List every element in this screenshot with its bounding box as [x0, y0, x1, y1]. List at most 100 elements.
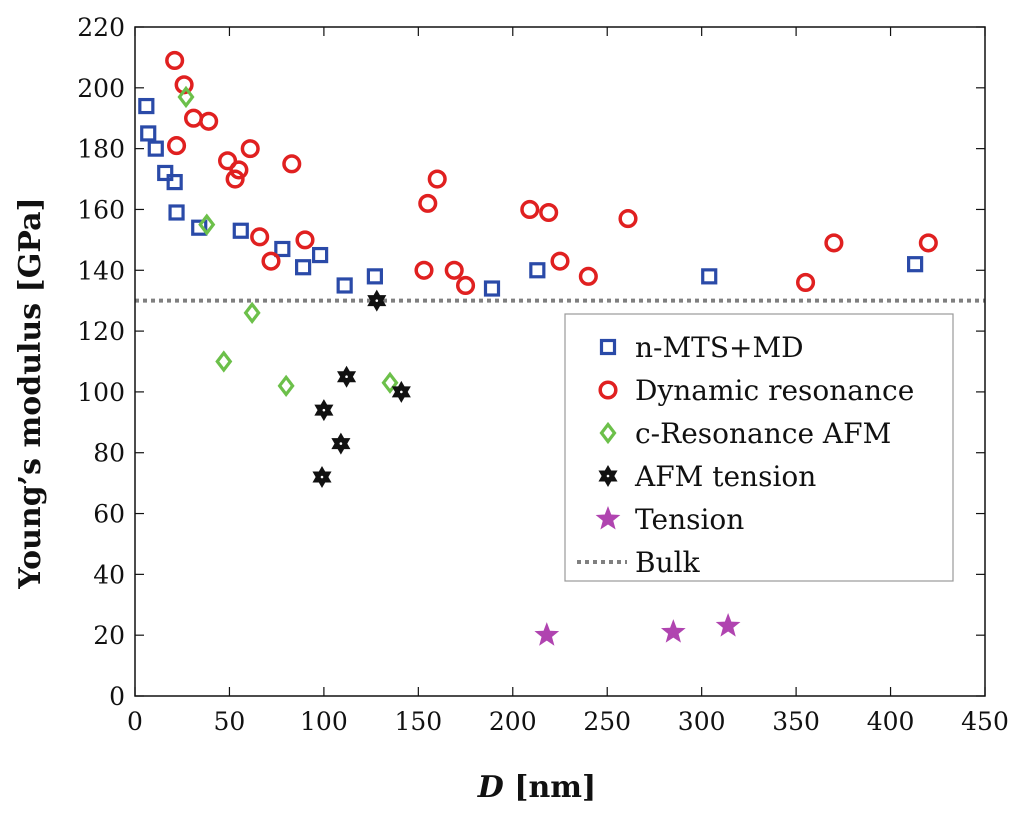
data-point — [147, 140, 164, 157]
legend-marker — [598, 465, 618, 487]
y-tick-label: 160 — [77, 195, 125, 224]
x-tick-label: 250 — [583, 707, 631, 736]
data-point — [456, 275, 476, 296]
data-point — [225, 169, 245, 189]
y-tick-label: 220 — [77, 13, 125, 42]
x-tick-label: 0 — [127, 707, 143, 736]
x-tick-label: 150 — [394, 707, 442, 736]
legend-marker — [599, 421, 617, 445]
data-point — [539, 202, 559, 223]
data-point — [534, 622, 560, 646]
data-point — [314, 399, 334, 422]
data-point — [138, 97, 155, 115]
data-point — [177, 85, 195, 109]
data-point — [199, 111, 219, 131]
data-point — [381, 371, 399, 394]
data-point — [191, 219, 208, 236]
axis-ticks: 0 50 100 150 200 250 300 350 400 450 0 20 40 60 80 100 1… — [77, 13, 1009, 736]
data-point — [331, 432, 351, 455]
data-point — [295, 259, 312, 276]
y-tick-label: 40 — [93, 560, 125, 589]
data-point — [427, 169, 447, 189]
data-point — [167, 136, 187, 156]
data-point — [282, 154, 302, 174]
legend-label: Tension — [635, 503, 744, 536]
data-point — [715, 613, 741, 637]
data-point — [165, 50, 185, 71]
x-tick-label: 350 — [772, 707, 820, 736]
y-tick-label: 0 — [109, 682, 125, 711]
data-point — [295, 230, 315, 250]
data-point — [261, 251, 281, 271]
legend-label: c-Resonance AFM — [635, 417, 891, 450]
y-tick-label: 200 — [77, 74, 125, 103]
data-point — [168, 204, 185, 221]
plot-frame — [134, 26, 986, 697]
y-tick-label: 140 — [77, 256, 125, 285]
data-point — [198, 213, 216, 236]
data-point — [157, 164, 174, 182]
data-point — [824, 233, 844, 253]
data-point — [215, 350, 233, 373]
data-point — [166, 173, 183, 191]
data-point — [274, 240, 291, 258]
data-point — [483, 280, 501, 297]
data-point — [796, 272, 816, 292]
data-point — [701, 268, 718, 285]
data-points — [138, 50, 938, 646]
data-point — [250, 227, 270, 247]
data-point — [660, 619, 686, 643]
data-point — [229, 160, 249, 180]
y-tick-label: 20 — [93, 621, 125, 650]
data-point — [907, 256, 924, 273]
data-point — [918, 233, 938, 253]
data-point — [337, 365, 357, 388]
x-tick-label: 50 — [214, 707, 246, 736]
legend-box — [564, 313, 954, 582]
legend-marker — [598, 380, 618, 400]
x-axis-title: D [nm] — [477, 770, 596, 805]
x-tick-label: 450 — [961, 707, 1009, 736]
data-point — [277, 374, 295, 397]
legend-label: Bulk — [635, 546, 701, 579]
data-point — [520, 199, 540, 220]
legend-marker — [599, 338, 617, 356]
y-tick-label: 180 — [77, 135, 125, 164]
legend-label: AFM tension — [634, 460, 816, 493]
data-point — [550, 251, 570, 271]
y-tick-label: 60 — [93, 500, 125, 529]
y-axis-title: Young’s modulus [GPa] — [13, 197, 48, 589]
y-tick-label: 120 — [77, 317, 125, 346]
y-tick-label: 80 — [93, 439, 125, 468]
x-tick-label: 300 — [678, 707, 726, 736]
data-point — [184, 108, 204, 128]
legend: n-MTS+MD Dynamic resonance c-Resonance AFM… — [564, 313, 954, 582]
data-point — [312, 466, 332, 489]
legend-label: n-MTS+MD — [635, 331, 804, 364]
data-point — [418, 193, 438, 213]
data-point — [529, 262, 546, 279]
x-axis-unit: [nm] — [504, 770, 596, 805]
data-point — [366, 268, 383, 285]
y-tick-label: 100 — [77, 378, 125, 407]
data-point — [243, 301, 261, 324]
x-axis-variable: D — [477, 770, 504, 805]
data-point — [240, 139, 260, 159]
data-point — [414, 260, 434, 280]
data-point — [578, 266, 598, 286]
data-point — [140, 125, 157, 142]
data-point — [336, 277, 353, 294]
x-tick-label: 400 — [867, 707, 915, 736]
data-point — [391, 380, 411, 403]
x-tick-label: 200 — [489, 707, 537, 736]
data-point — [367, 289, 387, 312]
x-tick-label: 100 — [300, 707, 348, 736]
data-point — [232, 222, 249, 239]
data-point — [618, 209, 638, 229]
data-point — [444, 260, 464, 280]
legend-marker — [595, 506, 621, 530]
legend-label: Dynamic resonance — [635, 374, 914, 407]
data-point — [218, 151, 238, 171]
data-point — [312, 246, 329, 264]
